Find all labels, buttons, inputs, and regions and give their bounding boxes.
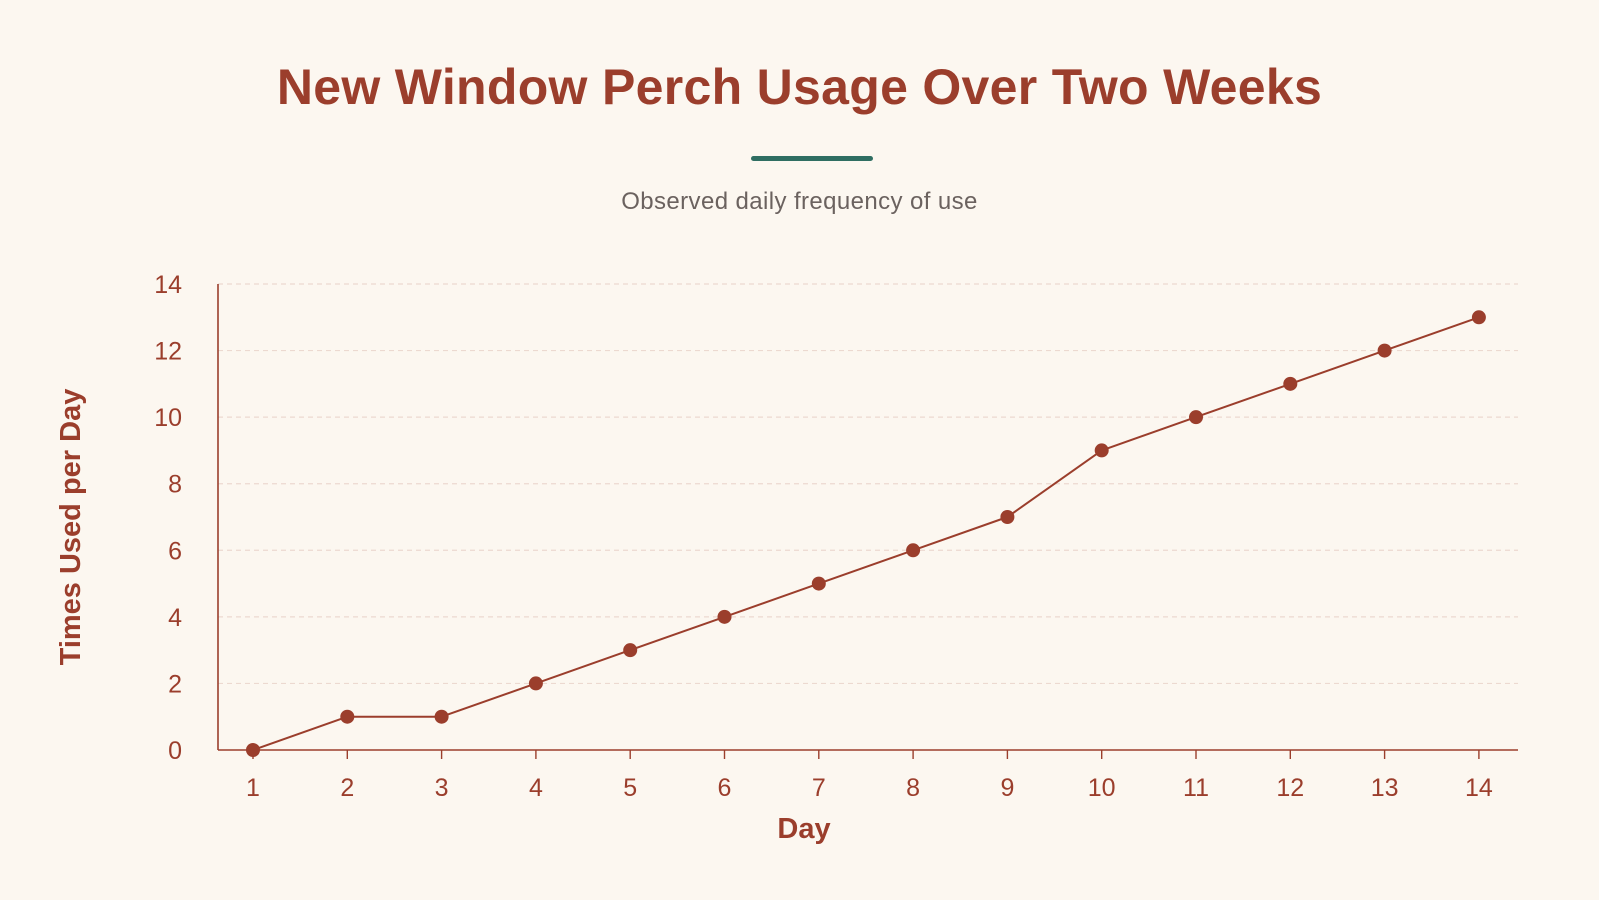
y-tick-label: 6 (168, 537, 182, 565)
chart-title: New Window Perch Usage Over Two Weeks (276, 59, 1323, 115)
y-tick-label: 2 (168, 670, 182, 698)
x-tick-label: 4 (529, 774, 543, 802)
x-axis-label: Day (777, 813, 830, 845)
data-point-day-9 (1000, 510, 1015, 524)
x-tick-label: 5 (623, 774, 637, 802)
data-point-day-14 (1471, 310, 1486, 325)
x-tick-label: 13 (1371, 774, 1399, 802)
y-tick-label: 12 (154, 338, 182, 366)
y-tick-label: 4 (168, 604, 182, 632)
data-point-day-4 (528, 676, 543, 691)
series-line (252, 316, 1480, 751)
x-tick-label: 6 (718, 774, 732, 802)
y-tick-label: 8 (168, 471, 182, 499)
y-axis-label: Times Used per Day (55, 389, 87, 666)
data-point-day-1 (246, 743, 260, 757)
data-point-day-10 (1094, 443, 1109, 458)
x-tick-label: 11 (1183, 774, 1209, 802)
data-point-day-5 (623, 643, 638, 658)
data-point-day-11 (1189, 410, 1203, 425)
x-tick-label: 8 (906, 774, 920, 802)
data-point-day-7 (811, 576, 826, 591)
y-tick-label: 14 (154, 271, 182, 299)
x-tick-label: 1 (246, 774, 260, 802)
data-point-day-13 (1377, 343, 1392, 358)
x-tick-label: 3 (435, 774, 449, 802)
data-point-day-8 (906, 543, 921, 558)
x-tick-label: 12 (1276, 774, 1304, 802)
x-tick-label: 14 (1465, 774, 1493, 802)
data-point-day-3 (434, 709, 449, 724)
axes (217, 284, 1518, 759)
title-accent-rule (751, 156, 873, 161)
data-point-day-2 (340, 709, 355, 724)
y-tick-label: 10 (154, 404, 182, 432)
series-line-group (252, 316, 1480, 751)
data-point-day-6 (717, 609, 732, 624)
x-tick-label: 10 (1088, 774, 1116, 802)
x-tick-label: 9 (1000, 774, 1014, 802)
y-tick-label: 0 (168, 737, 182, 765)
x-tick-label: 7 (812, 774, 826, 802)
data-points (246, 310, 1486, 757)
gridlines (218, 283, 1518, 685)
data-point-day-12 (1283, 376, 1298, 391)
x-tick-label: 2 (340, 774, 354, 802)
chart-subtitle: Observed daily frequency of use (621, 188, 978, 215)
